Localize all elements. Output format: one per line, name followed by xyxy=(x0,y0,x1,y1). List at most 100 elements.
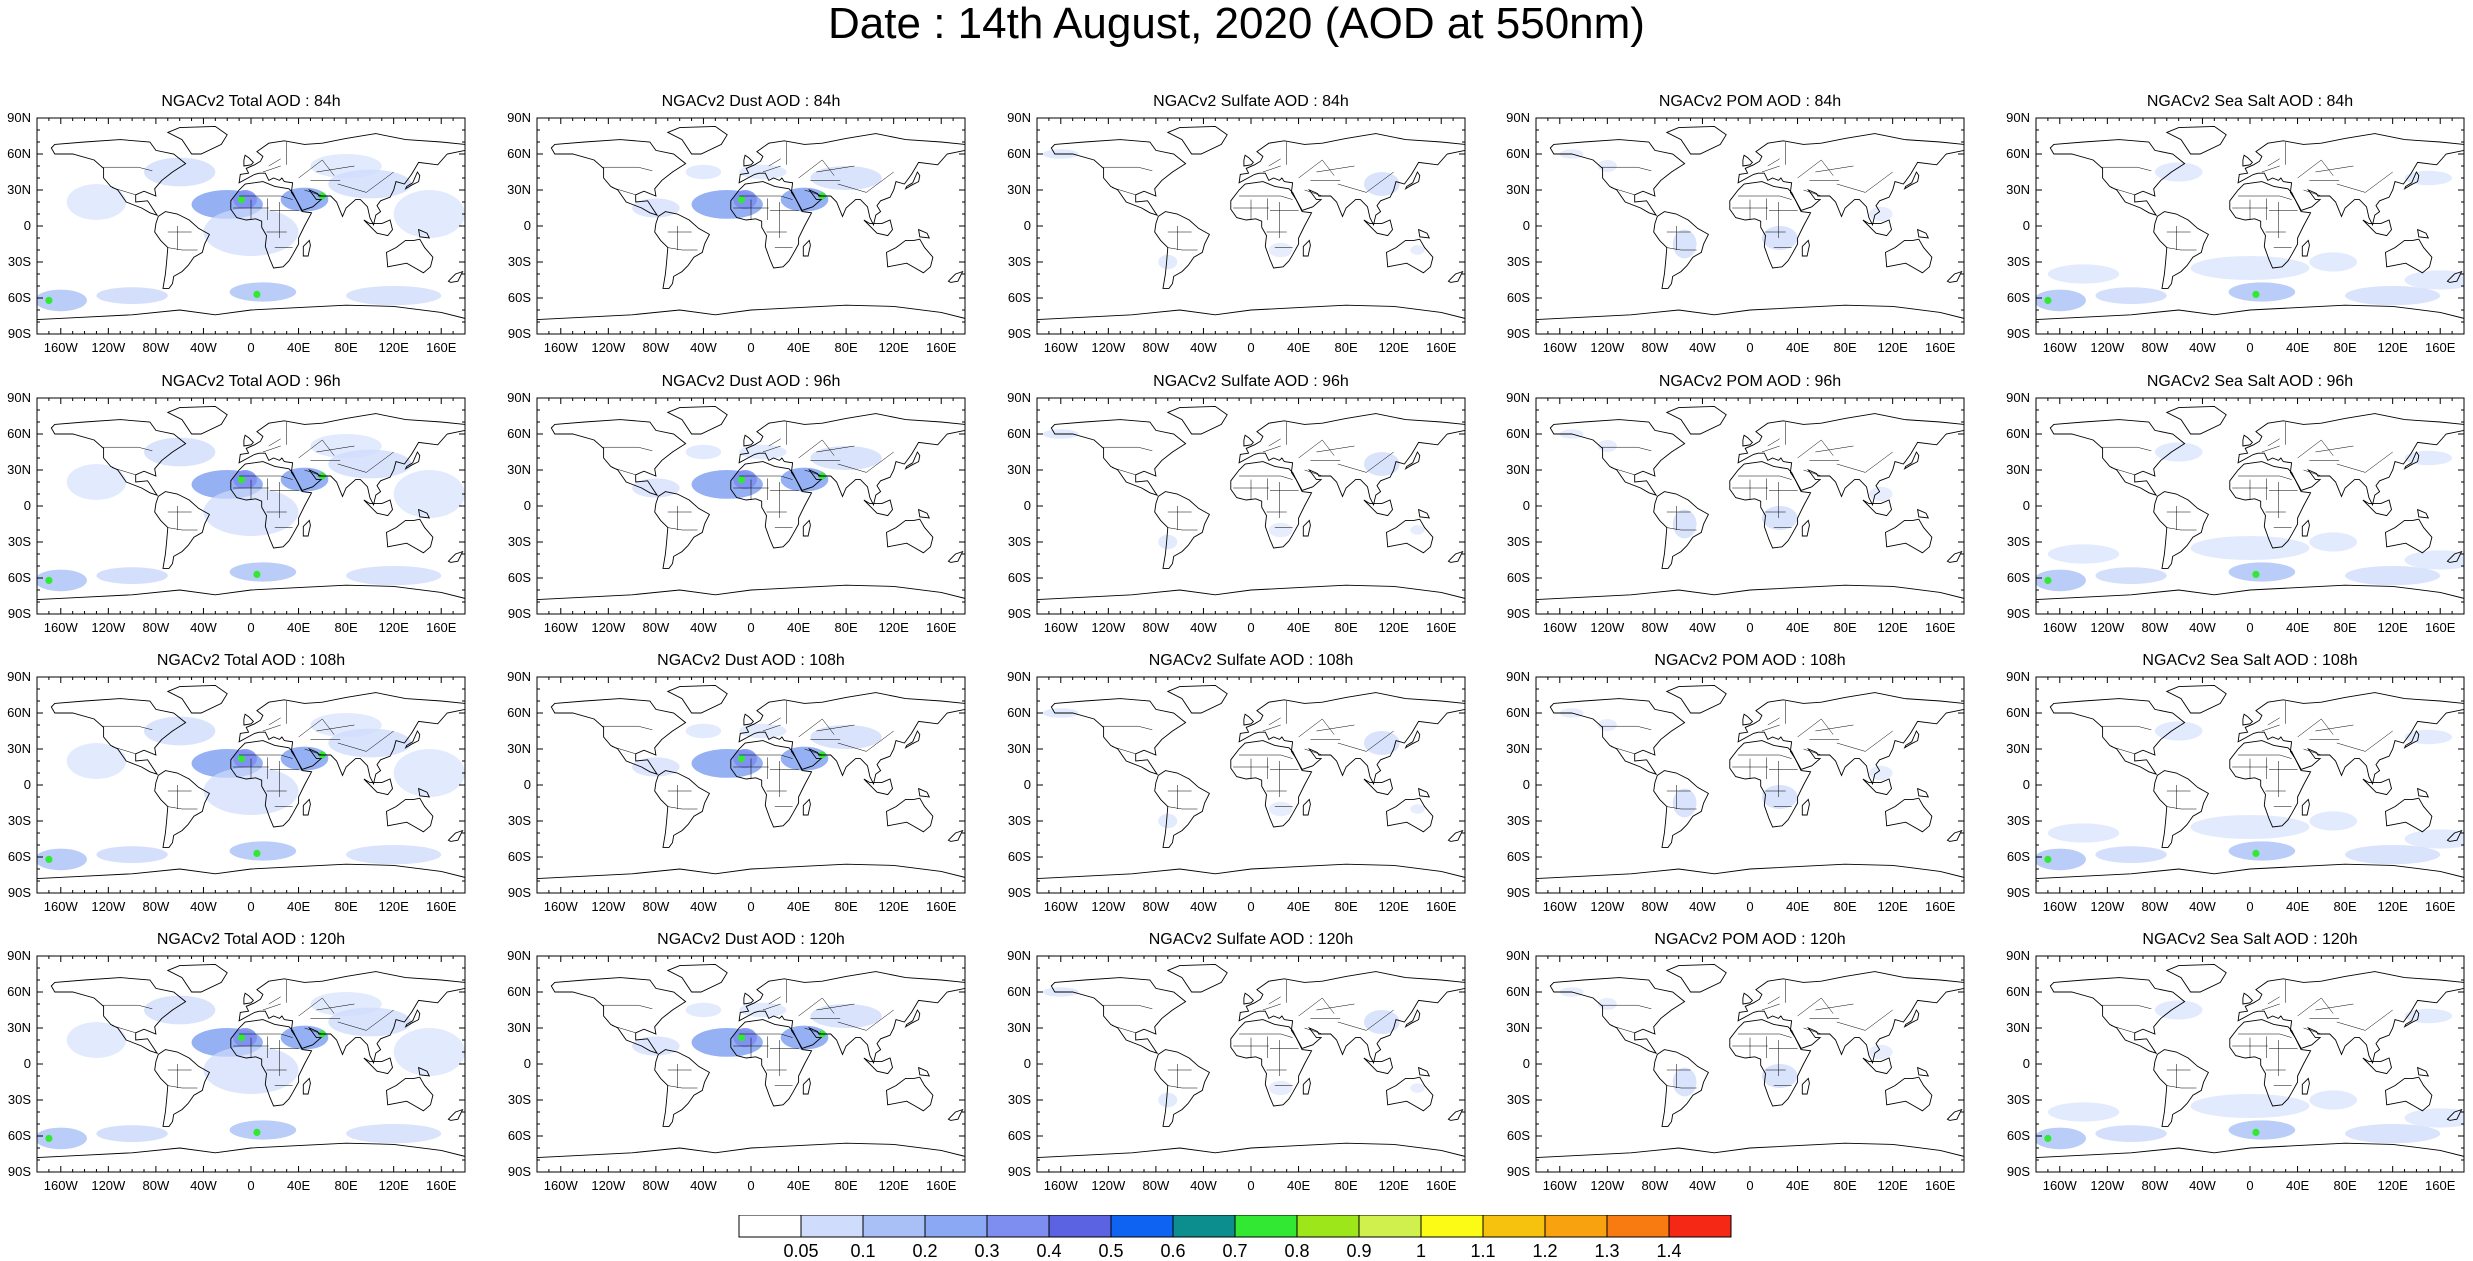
antarctica-coastline xyxy=(2036,304,2464,321)
lon-tick-label: 120E xyxy=(1877,1178,1908,1193)
lat-tick-label: 60S xyxy=(2007,849,2030,864)
coastline xyxy=(230,181,313,269)
lon-tick-label: 120W xyxy=(91,1178,126,1193)
country-border xyxy=(366,451,394,473)
coastline xyxy=(404,171,421,190)
lon-tick-label: 120W xyxy=(2090,620,2125,635)
lat-tick-label: 60N xyxy=(7,705,31,720)
colorbar-swatch xyxy=(1296,1215,1360,1238)
country-border xyxy=(816,724,855,732)
lat-tick-label: 60N xyxy=(1506,705,1530,720)
country-border xyxy=(1262,724,1281,732)
lon-tick-label: 160W xyxy=(44,1178,79,1193)
map-panel-pom: NGACv2 POM AOD : 108h 90N 60N 30N 0 30S 60S 90S… xyxy=(1506,652,1965,914)
lon-tick-label: 0 xyxy=(1247,340,1254,355)
aod-field xyxy=(37,1127,87,1150)
lon-tick-label: 80E xyxy=(335,1178,358,1193)
coastline xyxy=(1917,508,1930,519)
lat-tick-label: 60S xyxy=(2007,1128,2030,1143)
lon-tick-label: 80E xyxy=(2334,620,2357,635)
coastline xyxy=(1154,1049,1210,1127)
coastline xyxy=(1418,787,1431,798)
lat-tick-label: 30S xyxy=(8,1092,31,1107)
coastline xyxy=(904,1009,921,1028)
coastline xyxy=(1653,491,1709,569)
country-border xyxy=(298,718,335,738)
coastline xyxy=(1243,434,1255,447)
panel-title: NGACv2 POM AOD : 120h xyxy=(1654,931,1845,948)
colorbar-label: 0.2 xyxy=(912,1241,937,1261)
lon-tick-label: 40E xyxy=(2286,899,2309,914)
coastline xyxy=(2229,181,2312,269)
lon-tick-label: 40W xyxy=(2189,899,2216,914)
country-border xyxy=(262,1003,281,1011)
lon-tick-label: 40W xyxy=(690,899,717,914)
aod-field xyxy=(2047,1102,2120,1122)
aod-field xyxy=(2044,855,2052,863)
lon-tick-label: 120E xyxy=(1877,899,1908,914)
coastline xyxy=(1917,228,1930,239)
antarctica-coastline xyxy=(537,304,965,321)
lat-tick-label: 0 xyxy=(24,1056,31,1071)
lon-tick-label: 80E xyxy=(835,340,858,355)
map-panel-seasalt: NGACv2 Sea Salt AOD : 108h 90N 60N 30N 0 30S 6… xyxy=(2006,652,2465,914)
aod-field xyxy=(393,190,465,238)
aod-field xyxy=(203,1046,299,1094)
aod-field xyxy=(2154,442,2203,462)
colorbar-swatch xyxy=(1482,1215,1546,1238)
colorbar-label: 0.4 xyxy=(1036,1241,1061,1261)
map-panel-sulfate: NGACv2 Sulfate AOD : 108h 90N 60N 30N 0 30S 60… xyxy=(1007,652,1466,914)
country-border xyxy=(167,527,198,531)
lon-tick-label: 40W xyxy=(1689,1178,1716,1193)
coastline xyxy=(1549,419,1686,497)
country-border xyxy=(1761,445,1780,453)
country-border xyxy=(1738,1033,1792,1038)
country-border xyxy=(1239,1033,1293,1038)
lon-tick-label: 80E xyxy=(1335,620,1358,635)
aod-field xyxy=(2095,1125,2167,1142)
lon-tick-label: 120E xyxy=(878,340,909,355)
country-border xyxy=(2166,247,2197,251)
lon-tick-label: 40W xyxy=(1190,340,1217,355)
aod-field xyxy=(1868,206,1893,222)
lat-tick-label: 30S xyxy=(1507,534,1530,549)
lat-tick-label: 30S xyxy=(1008,254,1031,269)
lat-tick-label: 90S xyxy=(1507,1164,1530,1179)
lon-tick-label: 80W xyxy=(2142,899,2169,914)
aod-field xyxy=(2228,1120,2296,1140)
lon-tick-label: 40E xyxy=(1786,340,1809,355)
antarctica-coastline xyxy=(2036,863,2464,880)
aod-field xyxy=(2309,1090,2357,1110)
coastline xyxy=(666,405,728,435)
aod-field xyxy=(2228,562,2296,582)
coastline xyxy=(1243,154,1255,167)
lon-tick-label: 80E xyxy=(835,899,858,914)
coastline xyxy=(154,211,210,289)
coastline xyxy=(743,713,755,726)
country-border xyxy=(366,730,394,752)
aod-field xyxy=(2154,1000,2203,1020)
lat-tick-label: 90N xyxy=(1506,669,1530,684)
aod-field xyxy=(45,576,53,584)
coastline xyxy=(1917,787,1930,798)
lat-tick-label: 90N xyxy=(1506,110,1530,125)
country-border xyxy=(2336,183,2366,193)
coastline xyxy=(1243,992,1255,1005)
lon-tick-label: 40E xyxy=(2286,620,2309,635)
aod-field xyxy=(2404,450,2453,466)
lon-tick-label: 80E xyxy=(1834,1178,1857,1193)
lon-tick-label: 120W xyxy=(1590,899,1625,914)
antarctica-coastline xyxy=(1037,304,1465,321)
panel-title: NGACv2 Sulfate AOD : 120h xyxy=(1149,931,1354,948)
aod-field xyxy=(1868,1044,1893,1060)
lon-tick-label: 120E xyxy=(2377,899,2408,914)
coastline xyxy=(1549,139,1686,217)
lon-tick-label: 160E xyxy=(2425,899,2456,914)
lon-tick-label: 40E xyxy=(287,899,310,914)
map-panel-total: NGACv2 Total AOD : 96h 90N 60N 30N 0 30S 60S 90… xyxy=(7,373,466,635)
coastline xyxy=(863,1057,893,1075)
coastline xyxy=(2237,133,2464,227)
aod-field xyxy=(737,476,746,484)
lat-tick-label: 90N xyxy=(1506,390,1530,405)
lon-tick-label: 80E xyxy=(1834,899,1857,914)
